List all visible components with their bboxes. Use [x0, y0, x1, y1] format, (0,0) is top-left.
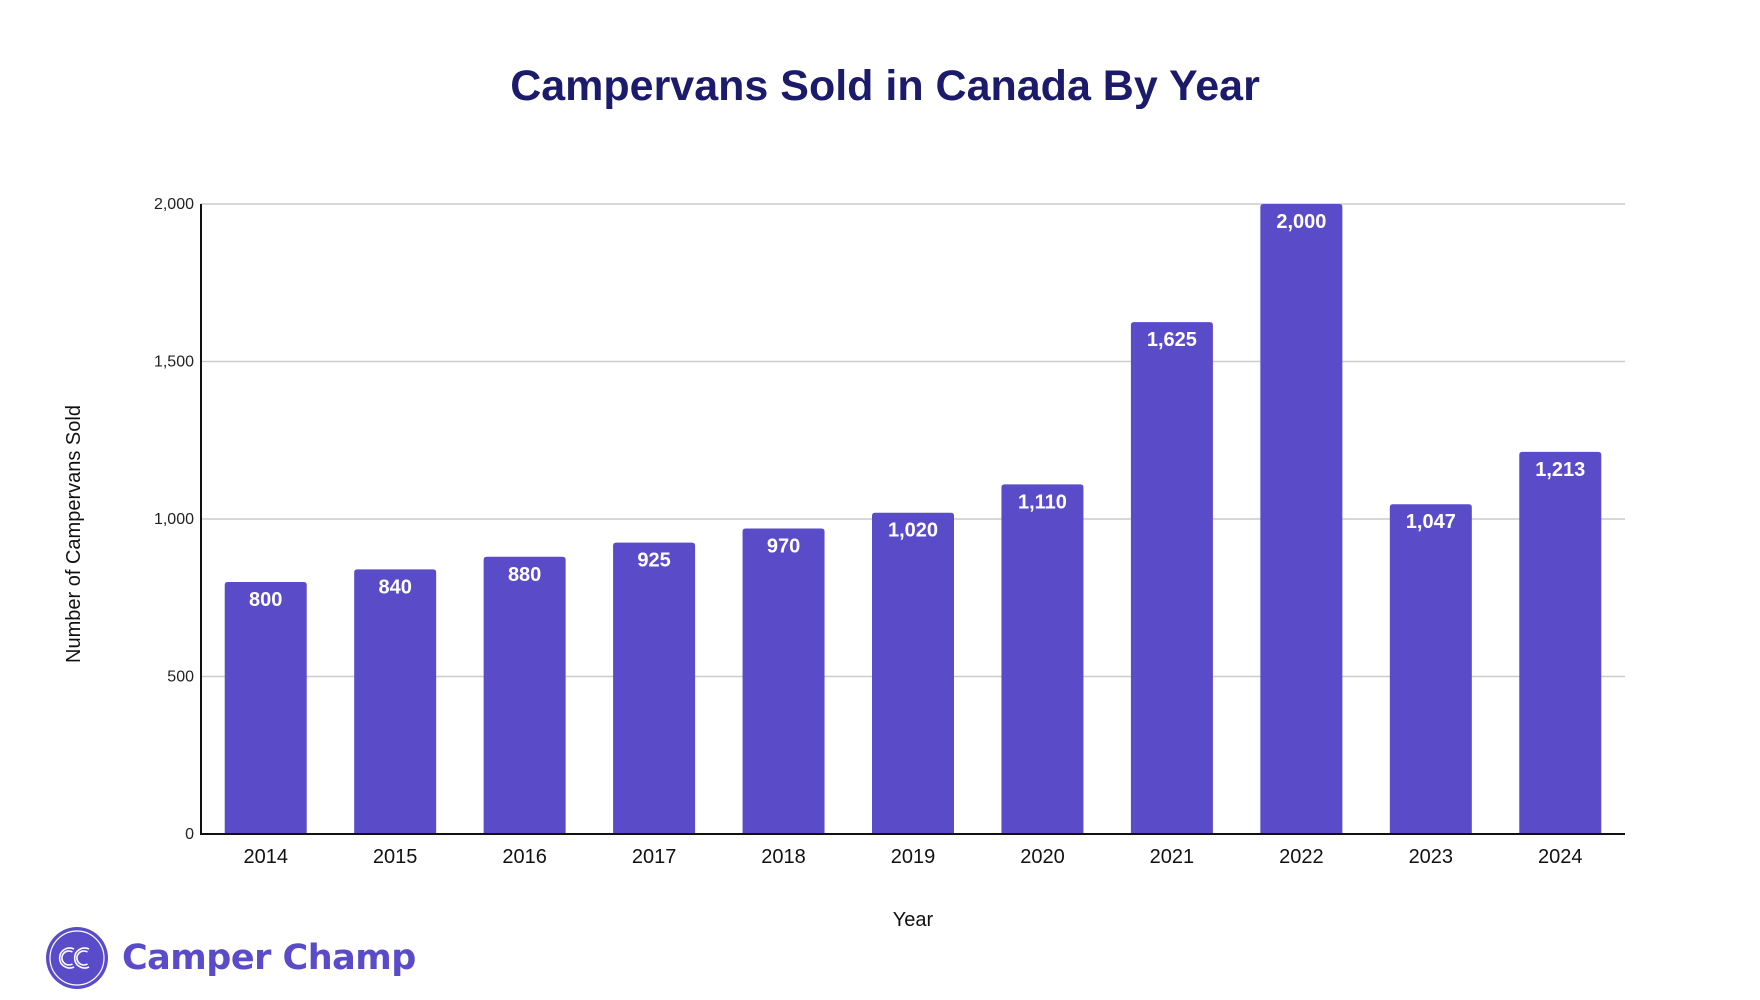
x-tick-label: 2021 [1150, 846, 1195, 868]
bar-2019 [872, 512, 954, 834]
y-tick-label: 1,500 [154, 354, 194, 371]
data-label-2020: 1,110 [1018, 491, 1067, 513]
x-tick-label: 2016 [502, 846, 547, 868]
y-tick-label: 1,000 [154, 511, 194, 528]
bars [224, 204, 1602, 834]
data-label-2019: 1,020 [888, 520, 938, 542]
bar-2024 [1519, 451, 1602, 834]
x-axis-title: Year [893, 909, 934, 931]
bar-2023 [1389, 504, 1472, 834]
bar-2014 [224, 582, 307, 834]
chart-title: Campervans Sold in Canada By Year [510, 62, 1260, 110]
x-tick-label: 2015 [373, 846, 418, 868]
data-label-2016: 880 [508, 564, 541, 586]
x-axis-ticks: 2014 2015 2016 2017 2018 2019 2020 2021 2022 2023… [243, 846, 1582, 868]
bar-2017 [613, 542, 696, 834]
x-tick-label: 2022 [1279, 846, 1324, 868]
bar-2015 [354, 569, 437, 834]
bar-2022 [1260, 204, 1343, 834]
data-label-2015: 840 [378, 576, 411, 598]
x-tick-label: 2023 [1409, 846, 1454, 868]
data-label-2014: 800 [249, 589, 282, 611]
x-tick-label: 2024 [1538, 846, 1583, 868]
data-label-2018: 970 [767, 535, 800, 557]
data-labels: 800 840 880 925 970 1,020 1,110 1,625 2,000 1,047… [249, 211, 1585, 611]
bar-2018 [742, 528, 825, 834]
bar-2016 [483, 556, 566, 834]
x-tick-label: 2014 [243, 846, 288, 868]
x-tick-label: 2018 [761, 846, 806, 868]
camper-champ-logo-icon [46, 927, 108, 989]
bar-2021 [1130, 322, 1213, 834]
brand-logo: Camper Champ [46, 927, 416, 989]
brand-name: Camper Champ [122, 938, 416, 978]
data-label-2022: 2,000 [1276, 211, 1326, 233]
y-axis-title: Number of Campervans Sold [63, 405, 85, 663]
y-tick-label: 0 [185, 826, 194, 843]
data-label-2023: 1,047 [1406, 511, 1456, 533]
y-tick-label: 2,000 [154, 196, 194, 213]
data-label-2024: 1,213 [1535, 459, 1585, 481]
y-tick-label: 500 [167, 669, 194, 686]
data-label-2017: 925 [637, 550, 670, 572]
bar-2020 [1001, 484, 1084, 834]
x-tick-label: 2019 [891, 846, 936, 868]
data-label-2021: 1,625 [1147, 329, 1197, 351]
y-axis-ticks: 0 500 1,000 1,500 2,000 [154, 196, 194, 843]
x-tick-label: 2017 [632, 846, 677, 868]
x-tick-label: 2020 [1020, 846, 1065, 868]
